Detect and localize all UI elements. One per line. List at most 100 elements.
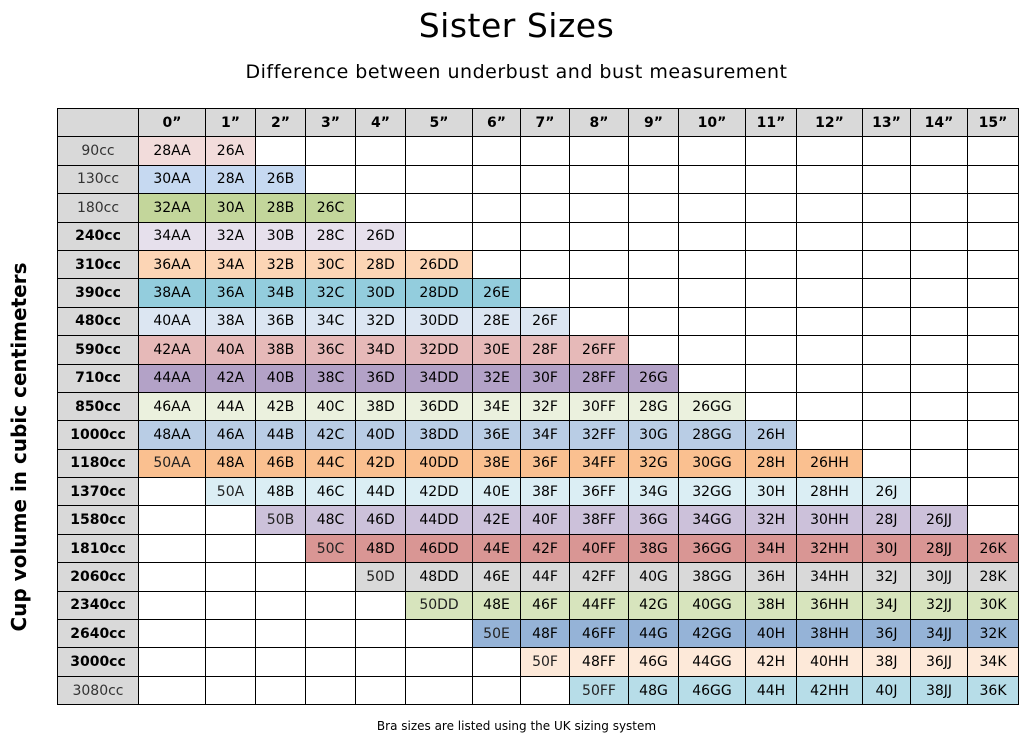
- size-cell: 42GG: [678, 619, 746, 649]
- empty-cell: [796, 335, 863, 365]
- empty-cell: [862, 193, 911, 223]
- row-label-cup-volume: 1810cc: [57, 533, 139, 564]
- size-cell: 32J: [862, 562, 911, 592]
- chart-title: Sister Sizes: [418, 6, 615, 45]
- empty-cell: [967, 306, 1019, 337]
- empty-cell: [138, 675, 206, 706]
- empty-cell: [138, 533, 206, 564]
- empty-cell: [628, 136, 679, 166]
- size-cell: 28G: [628, 391, 679, 422]
- size-cell: 40GG: [678, 590, 746, 621]
- empty-cell: [967, 278, 1019, 308]
- size-cell: 38JJ: [910, 675, 968, 706]
- size-cell: 26C: [305, 193, 356, 223]
- size-cell: 44G: [628, 619, 679, 649]
- size-cell: 42F: [520, 533, 570, 564]
- size-cell: 32GG: [678, 477, 746, 507]
- size-cell: 40AA: [138, 306, 206, 337]
- size-cell: 38F: [520, 477, 570, 507]
- size-cell: 38E: [472, 448, 521, 479]
- table-row: 3080cc 50FF 48G 46GG 44H 42HH 40J 38JJ 36K: [57, 675, 1019, 706]
- size-cell: 32AA: [138, 193, 206, 223]
- column-header: 11”: [745, 107, 797, 138]
- row-label-cup-volume: 1580cc: [57, 505, 139, 535]
- size-cell: 50C: [305, 533, 356, 564]
- size-cell: 30D: [355, 278, 406, 308]
- empty-cell: [472, 647, 521, 677]
- size-cell: 28AA: [138, 136, 206, 166]
- size-cell: 28HH: [796, 477, 863, 507]
- column-header: 6”: [472, 107, 521, 138]
- row-label-cup-volume: 390cc: [57, 278, 139, 308]
- empty-cell: [910, 477, 968, 507]
- empty-cell: [628, 249, 679, 280]
- empty-cell: [967, 363, 1019, 393]
- size-cell: 40F: [520, 505, 570, 535]
- size-cell: 32F: [520, 391, 570, 422]
- size-cell: 36D: [355, 363, 406, 393]
- size-cell: 36C: [305, 335, 356, 365]
- column-header: 1”: [205, 107, 256, 138]
- empty-cell: [967, 420, 1019, 450]
- size-cell: 48AA: [138, 420, 206, 450]
- size-cell: 40C: [305, 391, 356, 422]
- size-cell: 46G: [628, 647, 679, 677]
- size-cell: 32D: [355, 306, 406, 337]
- size-cell: 34HH: [796, 562, 863, 592]
- size-cell: 46B: [255, 448, 306, 479]
- size-cell: 30GG: [678, 448, 746, 479]
- table-row: 480cc 40AA 38A 36B 34C 32D 30DD 28E 26F: [57, 306, 1019, 337]
- size-cell: 46A: [205, 420, 256, 450]
- size-cell: 32G: [628, 448, 679, 479]
- empty-cell: [796, 164, 863, 195]
- empty-cell: [305, 619, 356, 649]
- table-row: 590cc 42AA 40A 38B 36C 34D 32DD 30E 28F 26FF: [57, 335, 1019, 365]
- empty-cell: [628, 221, 679, 251]
- size-cell: 30A: [205, 193, 256, 223]
- size-cell: 40G: [628, 562, 679, 592]
- empty-cell: [745, 164, 797, 195]
- empty-cell: [745, 363, 797, 393]
- size-cell: 38DD: [405, 420, 473, 450]
- empty-cell: [745, 136, 797, 166]
- size-cell: 48D: [355, 533, 406, 564]
- empty-cell: [472, 221, 521, 251]
- empty-cell: [405, 164, 473, 195]
- empty-cell: [796, 278, 863, 308]
- size-cell: 36DD: [405, 391, 473, 422]
- empty-cell: [678, 335, 746, 365]
- size-cell: 42FF: [569, 562, 629, 592]
- size-cell: 26F: [520, 306, 570, 337]
- row-label-cup-volume: 2640cc: [57, 619, 139, 649]
- empty-cell: [255, 590, 306, 621]
- empty-cell: [138, 647, 206, 677]
- empty-cell: [910, 164, 968, 195]
- table-row: 240cc 34AA 32A 30B 28C 26D: [57, 221, 1019, 251]
- empty-cell: [796, 136, 863, 166]
- empty-cell: [255, 675, 306, 706]
- size-cell: 28GG: [678, 420, 746, 450]
- table-row: 390cc 38AA 36A 34B 32C 30D 28DD 26E: [57, 278, 1019, 308]
- empty-cell: [205, 619, 256, 649]
- size-cell: 38B: [255, 335, 306, 365]
- row-label-cup-volume: 1000cc: [57, 420, 139, 450]
- empty-cell: [255, 136, 306, 166]
- size-cell: 34B: [255, 278, 306, 308]
- row-label-cup-volume: 240cc: [57, 221, 139, 251]
- empty-cell: [520, 164, 570, 195]
- size-cell: 44D: [355, 477, 406, 507]
- empty-cell: [472, 675, 521, 706]
- empty-cell: [745, 278, 797, 308]
- size-cell: 28FF: [569, 363, 629, 393]
- size-cell: 46E: [472, 562, 521, 592]
- size-cell: 28D: [355, 249, 406, 280]
- row-label-cup-volume: 1180cc: [57, 448, 139, 479]
- size-cell: 30DD: [405, 306, 473, 337]
- size-cell: 50AA: [138, 448, 206, 479]
- size-cell: 50D: [355, 562, 406, 592]
- size-cell: 32HH: [796, 533, 863, 564]
- empty-cell: [569, 306, 629, 337]
- size-cell: 28H: [745, 448, 797, 479]
- size-cell: 44AA: [138, 363, 206, 393]
- empty-cell: [305, 675, 356, 706]
